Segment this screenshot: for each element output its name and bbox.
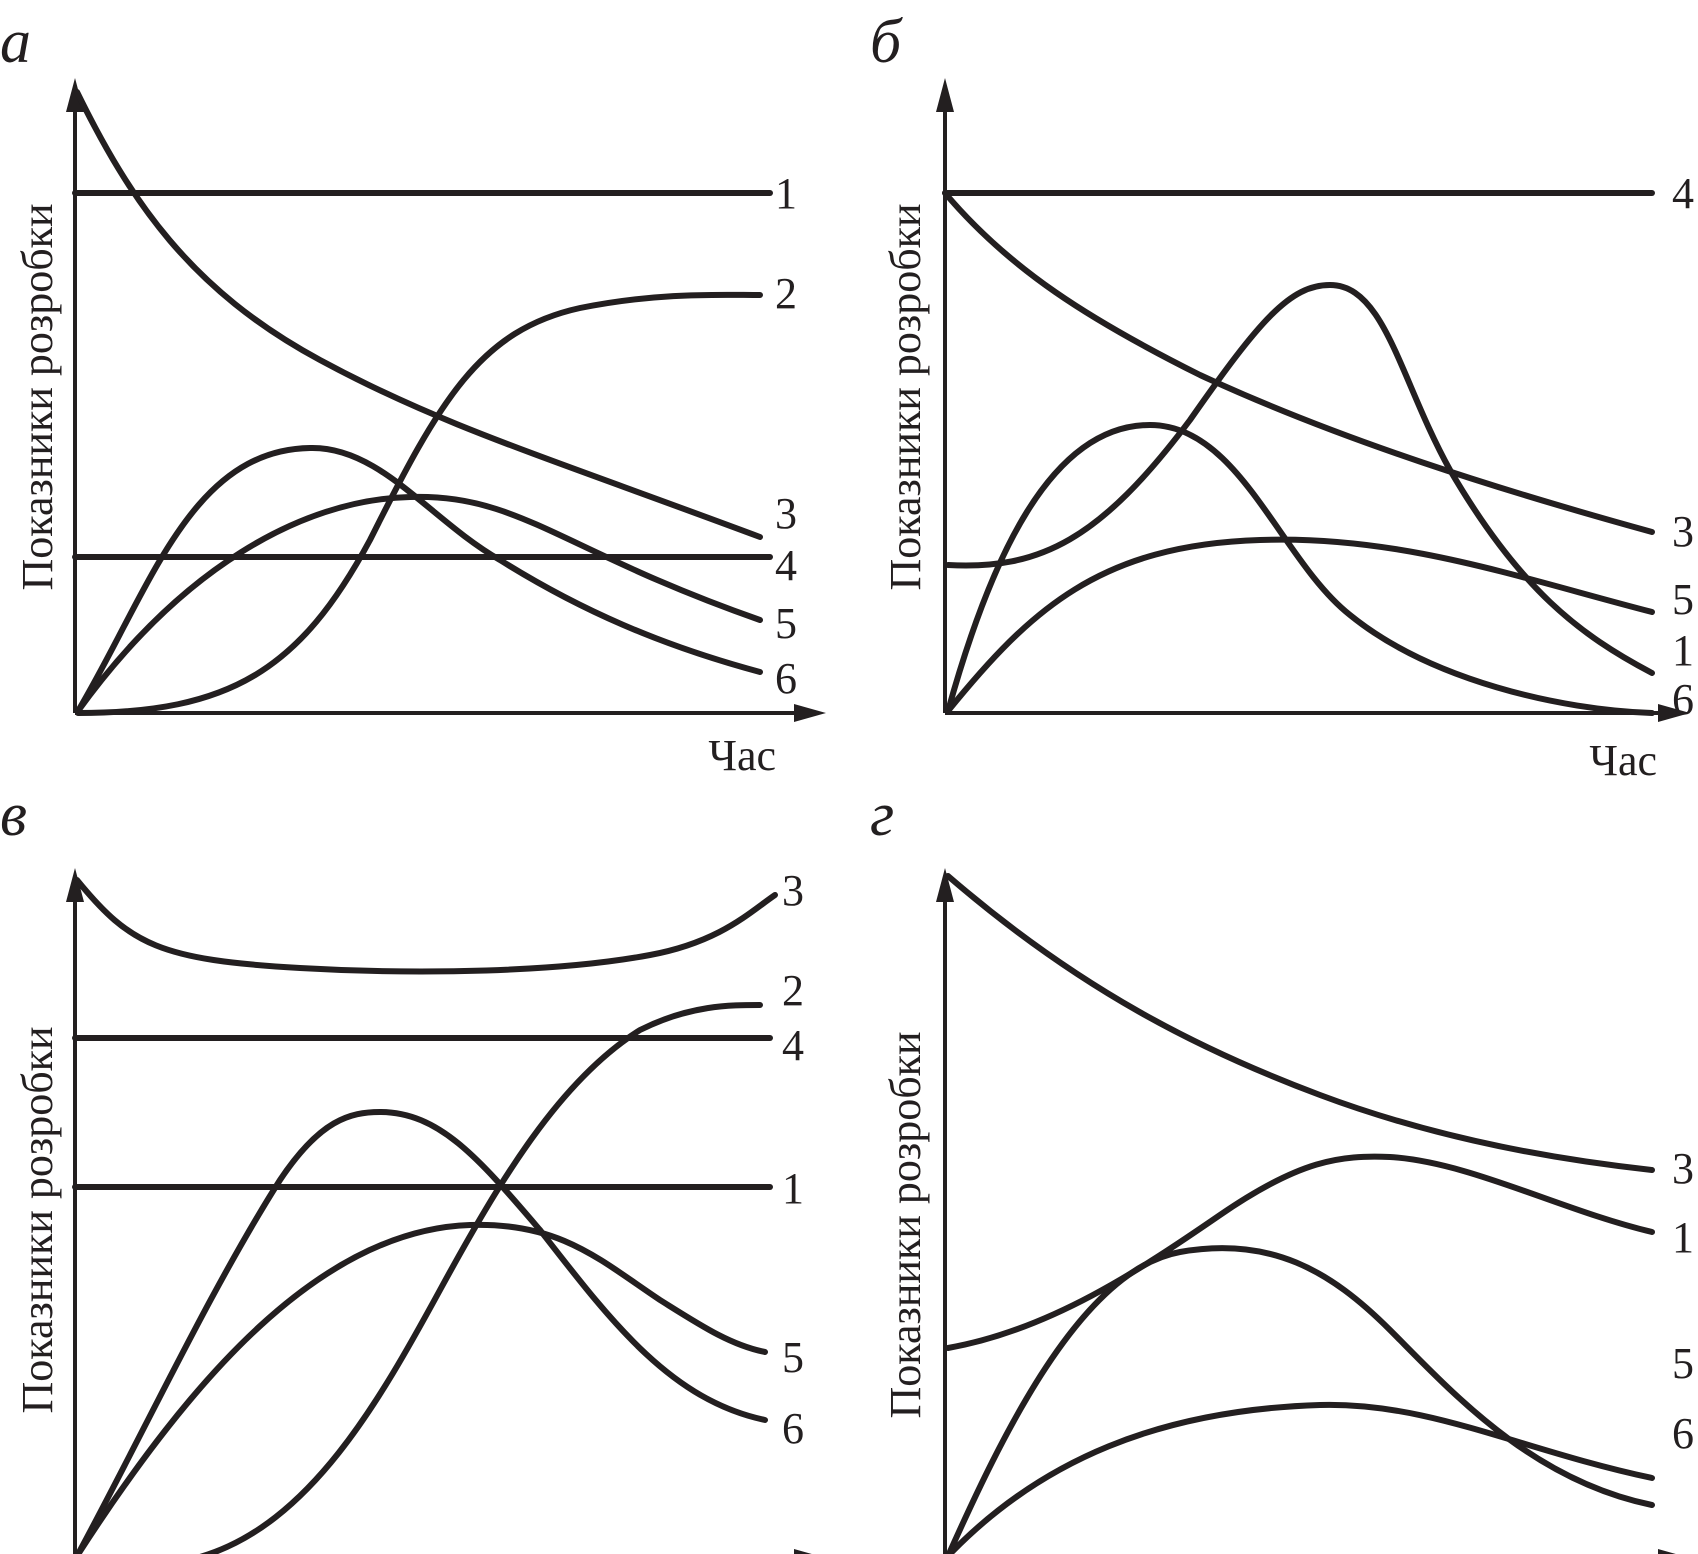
x-axis-label: Час bbox=[708, 731, 776, 780]
series-label-3: 3 bbox=[1672, 1144, 1694, 1193]
series-label-5: 5 bbox=[1672, 1339, 1694, 1388]
panel-a: а Показники розробки Час 1 2 3 4 5 6 bbox=[0, 8, 826, 780]
panel-b: б Показники розробки Час 4 3 5 1 6 bbox=[870, 8, 1694, 785]
series-line-3 bbox=[74, 877, 778, 975]
x-axis-arrow-icon bbox=[1658, 1549, 1676, 1554]
series-line-5 bbox=[945, 1401, 1655, 1554]
series-line-5 bbox=[945, 536, 1655, 714]
series-label-2: 2 bbox=[782, 966, 804, 1015]
series-line-5 bbox=[75, 493, 763, 714]
series-label-5: 5 bbox=[775, 599, 797, 648]
series-line-5 bbox=[74, 1221, 768, 1554]
series-label-4: 4 bbox=[1672, 169, 1694, 218]
series-line-3 bbox=[945, 873, 1655, 1173]
x-axis-arrow-icon bbox=[1658, 704, 1690, 722]
series-label-5: 5 bbox=[782, 1333, 804, 1382]
series-label-3: 3 bbox=[782, 866, 804, 915]
series-label-4: 4 bbox=[782, 1021, 804, 1070]
panel-label: а bbox=[0, 8, 31, 76]
panel-v: в Показники розробки 3 2 4 1 5 6 bbox=[0, 781, 812, 1554]
series-label-6: 6 bbox=[782, 1404, 804, 1453]
series-label-3: 3 bbox=[1672, 507, 1694, 556]
series-line-1 bbox=[945, 1153, 1655, 1351]
series-label-6: 6 bbox=[1672, 675, 1694, 724]
series-line-6 bbox=[945, 1245, 1655, 1554]
panel-g: г Показники розробки 3 1 5 6 bbox=[870, 781, 1694, 1554]
x-axis-arrow-icon bbox=[794, 704, 826, 722]
series-label-5: 5 bbox=[1672, 575, 1694, 624]
series-line-6 bbox=[75, 444, 763, 714]
x-axis-label: Час bbox=[1589, 736, 1657, 785]
series-label-4: 4 bbox=[775, 541, 797, 590]
series-line-3 bbox=[74, 89, 763, 540]
series-line-6 bbox=[74, 1109, 768, 1554]
series-label-1: 1 bbox=[1672, 626, 1694, 675]
panel-label: б bbox=[870, 8, 903, 76]
series-label-1: 1 bbox=[775, 169, 797, 218]
series-label-1: 1 bbox=[782, 1164, 804, 1213]
series-line-6 bbox=[945, 422, 1655, 716]
y-axis-label: Показники розробки bbox=[13, 203, 62, 590]
series-line-2 bbox=[199, 1002, 763, 1554]
panel-label: г bbox=[870, 781, 894, 849]
series-line-1 bbox=[945, 282, 1655, 676]
y-axis-arrow-icon bbox=[66, 868, 84, 902]
series-label-6: 6 bbox=[775, 654, 797, 703]
series-line-2 bbox=[75, 291, 763, 716]
y-axis-label: Показники розробки bbox=[881, 1031, 930, 1418]
series-label-6: 6 bbox=[1672, 1409, 1694, 1458]
panel-label: в bbox=[0, 781, 27, 849]
y-axis-label: Показники розробки bbox=[881, 203, 930, 590]
y-axis-arrow-icon bbox=[936, 868, 954, 902]
series-label-2: 2 bbox=[775, 269, 797, 318]
series-label-3: 3 bbox=[775, 489, 797, 538]
series-label-1: 1 bbox=[1672, 1213, 1694, 1262]
x-axis-arrow-icon bbox=[794, 1549, 812, 1554]
y-axis-label: Показники розробки bbox=[13, 1026, 62, 1413]
y-axis-arrow-icon bbox=[936, 78, 954, 112]
